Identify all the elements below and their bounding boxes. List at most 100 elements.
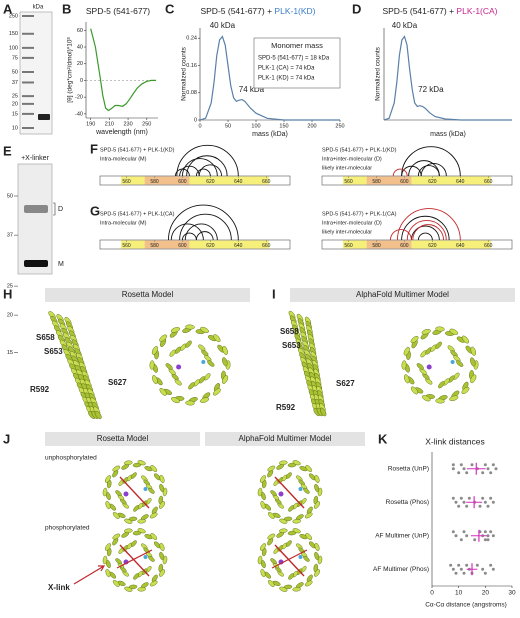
helix <box>207 360 215 367</box>
helix <box>470 346 476 356</box>
helix <box>267 512 275 519</box>
helix <box>149 360 155 370</box>
helix <box>137 519 146 524</box>
band-d <box>24 205 48 213</box>
helix <box>435 326 445 332</box>
crosslink-arc <box>186 155 228 177</box>
legend-title: Monomer mass <box>271 41 323 50</box>
point <box>470 463 474 467</box>
crosslink-arc <box>179 213 232 241</box>
helix <box>421 329 431 335</box>
helix <box>305 465 313 472</box>
helix <box>104 475 111 483</box>
helix <box>133 573 140 580</box>
helix <box>267 580 275 587</box>
legend-entry: PLK-1 (CA) = 74 kDa <box>258 66 315 72</box>
helix <box>152 375 158 385</box>
ladder-band <box>22 71 34 73</box>
point <box>483 530 487 534</box>
category-label: Rosetta (UnP) <box>388 465 429 472</box>
header: Rosetta Model <box>122 290 174 299</box>
x-axis-label: wavelength (nm) <box>95 129 148 136</box>
helix <box>435 398 445 404</box>
helix <box>200 397 210 403</box>
point <box>491 567 495 571</box>
point <box>465 563 469 567</box>
helix <box>410 335 419 344</box>
x-tick-label: 250 <box>335 123 344 129</box>
x-tick-label: 0 <box>430 590 434 597</box>
residue-label: 560 <box>344 179 353 185</box>
crosslink-arc <box>392 168 408 177</box>
annotation: X-link <box>48 583 70 592</box>
point <box>451 463 455 467</box>
residue-label: 580 <box>372 179 381 185</box>
point <box>462 530 466 534</box>
residue-label: 620 <box>206 179 215 185</box>
helix <box>461 386 470 395</box>
point <box>481 567 485 571</box>
helix <box>149 580 158 587</box>
domain-region <box>366 240 412 249</box>
crosslink-arc <box>396 208 461 241</box>
helix <box>285 540 292 547</box>
xlink-line <box>119 544 150 577</box>
helix <box>259 475 266 483</box>
point <box>451 530 455 534</box>
helix <box>222 345 228 355</box>
helix <box>185 324 195 330</box>
panel-letter: B <box>62 1 71 16</box>
x-tick-label: 200 <box>307 123 316 129</box>
helix <box>449 395 459 401</box>
point <box>481 496 485 500</box>
marker-label: 25 <box>12 94 18 100</box>
residue-label: 580 <box>372 243 381 249</box>
helix <box>260 568 266 578</box>
panel-letter: D <box>352 1 361 16</box>
y-tick-label: 0 <box>194 117 197 123</box>
helix <box>213 334 221 343</box>
residue-label: 560 <box>122 243 131 249</box>
marker-label: 10 <box>12 125 18 131</box>
chart-title: SPD-5 (541-677) + PLK-1(CA) <box>382 6 497 16</box>
helix <box>260 500 266 510</box>
header: AlphaFold Multimer Model <box>239 434 332 443</box>
residue-label: S653 <box>44 347 63 356</box>
crosslink-arc <box>198 164 222 177</box>
residue-label: 560 <box>344 243 353 249</box>
x-tick-label: 20 <box>482 590 490 597</box>
residue-label: S658 <box>280 327 299 336</box>
marker-label: 25 <box>7 284 13 290</box>
point <box>491 534 495 538</box>
point <box>454 500 458 504</box>
diagram-text: SPD-5 (541-677) + PLK-1(KD) <box>100 147 175 153</box>
helix <box>102 555 108 565</box>
marker-label: 37 <box>7 233 13 239</box>
crosslink-arc <box>401 215 450 241</box>
y-tick-label: 0.08 <box>186 90 197 96</box>
xlink-line <box>274 544 305 577</box>
residue-label: 620 <box>206 243 215 249</box>
marker-label: 150 <box>9 31 18 37</box>
marker-label: 15 <box>12 111 18 117</box>
residue-label: S658 <box>36 333 55 342</box>
y-tick-label: -40 <box>75 111 83 117</box>
gel-unit: kDa <box>33 5 44 11</box>
helix <box>314 501 321 509</box>
marker-label: 250 <box>9 13 18 19</box>
helix <box>314 542 320 552</box>
residue-label: 580 <box>150 179 159 185</box>
point <box>481 471 485 475</box>
y-tick-label: 0.24 <box>186 36 197 42</box>
peak-label: 74 kDa <box>239 85 265 94</box>
residue-label: 640 <box>456 243 465 249</box>
domain-region <box>120 176 270 185</box>
helix <box>200 326 209 333</box>
panel-letter: C <box>165 1 175 16</box>
crosslink-arc <box>417 232 433 241</box>
point <box>486 534 490 538</box>
helix <box>171 397 180 404</box>
residue <box>123 491 129 497</box>
point <box>494 467 498 471</box>
x-tick-label: 100 <box>251 123 260 129</box>
